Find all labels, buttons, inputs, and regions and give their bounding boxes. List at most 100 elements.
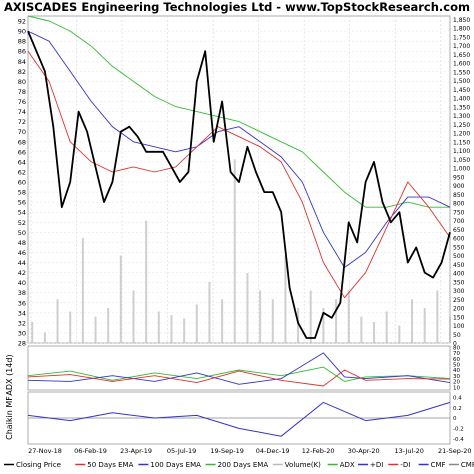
volume-tick-label: 950 [453, 174, 465, 181]
price-tick-label: 36 [18, 299, 26, 307]
volume-bar [335, 299, 338, 343]
price-tick-label: 38 [18, 289, 26, 297]
price-tick-label: 78 [18, 88, 26, 96]
volume-tick-label: 650 [453, 227, 465, 234]
cmf-axis-label: Chaikin MF [5, 396, 14, 440]
volume-tick-label: 1,500 [453, 78, 470, 85]
price-tick-label: 82 [18, 68, 26, 76]
price-tick-label: 62 [18, 168, 26, 176]
cmf-tick-label: 0.4 [453, 395, 462, 401]
price-tick-label: 34 [18, 309, 26, 317]
volume-bar [411, 299, 414, 343]
price-tick-label: 80 [18, 78, 26, 86]
volume-tick-label: 200 [453, 306, 465, 313]
legend-entry: ADX [340, 461, 355, 469]
adx-tick-label: 50 [453, 362, 460, 368]
price-tick-label: 84 [18, 58, 26, 66]
price-tick-label: 44 [18, 259, 26, 267]
volume-bar [398, 325, 401, 343]
price-tick-label: 52 [18, 219, 26, 227]
volume-tick-label: 1,850 [453, 17, 470, 24]
volume-tick-label: 1,300 [453, 113, 470, 120]
volume-bar [170, 315, 173, 343]
adx-line [27, 366, 451, 382]
volume-bar [107, 308, 110, 343]
volume-bar [119, 255, 122, 343]
price-tick-label: 28 [18, 340, 26, 348]
volume-tick-label: 1,400 [453, 96, 470, 103]
volume-bar [271, 299, 274, 343]
closing-price-line [27, 30, 451, 339]
volume-tick-label: 1,150 [453, 139, 470, 146]
volume-tick-label: 800 [453, 201, 465, 208]
volume-bar [309, 290, 312, 343]
price-tick-label: 92 [18, 18, 26, 26]
legend-entry: 100 Days EMA [150, 461, 201, 469]
volume-tick-label: 50 [453, 332, 461, 339]
legend-entry: -DI [400, 461, 410, 469]
price-tick-label: 54 [18, 209, 26, 217]
x-tick-label: 04-Dec-19 [256, 447, 290, 455]
volume-tick-label: 1,600 [453, 61, 470, 68]
volume-tick-label: 850 [453, 192, 465, 199]
volume-tick-label: 350 [453, 279, 465, 286]
adx-axis-label: ADX (14d) [5, 354, 14, 395]
volume-tick-label: 500 [453, 253, 465, 260]
adx-tick-label: 70 [453, 351, 460, 357]
ema-50-line [27, 50, 451, 299]
x-tick-label: 30-Apr-20 [348, 447, 380, 455]
volume-tick-label: 1,050 [453, 157, 470, 164]
volume-bar [183, 318, 186, 343]
adx-tick-label: 20 [453, 380, 460, 386]
x-tick-label: 23-Apr-19 [120, 447, 152, 455]
price-tick-label: 40 [18, 279, 26, 287]
price-tick-label: 76 [18, 98, 26, 106]
volume-tick-label: 1,800 [453, 26, 470, 33]
volume-bar [436, 290, 439, 343]
cmf-tick-label: 0.2 [453, 406, 462, 412]
volume-bar [284, 255, 287, 343]
price-tick-label: 88 [18, 38, 26, 46]
price-tick-label: 48 [18, 239, 26, 247]
cmf-tick-label: -0.4 [453, 437, 464, 443]
volume-tick-label: 450 [453, 262, 465, 269]
price-tick-label: 42 [18, 269, 26, 277]
price-tick-label: 86 [18, 48, 26, 56]
volume-bar [208, 281, 211, 343]
price-tick-label: 68 [18, 138, 26, 146]
price-tick-label: 90 [18, 28, 26, 36]
volume-tick-label: 1,100 [453, 148, 470, 155]
volume-tick-label: 0 [453, 341, 457, 348]
volume-tick-label: 1,350 [453, 104, 470, 111]
volume-tick-label: 1,550 [453, 69, 470, 76]
legend-entry: Volume(K) [285, 461, 321, 469]
price-tick-label: 66 [18, 148, 26, 156]
x-tick-label: 05-Jul-19 [167, 447, 196, 455]
volume-bar [69, 311, 72, 343]
volume-bar [385, 311, 388, 343]
price-panel: 92 90 88 86 84 82 80 78 76 74 72 70 68 66 64 62 60 58 56 54… [18, 15, 470, 444]
cmf-panel: Chaikin MF 0.4 0.2 0 -0.2 -0.4 [5, 391, 464, 445]
adx-tick-label: 40 [453, 368, 460, 374]
volume-bar [56, 299, 59, 343]
price-tick-label: 56 [18, 199, 26, 207]
legend-entry: Closing Price [16, 461, 61, 469]
cmf-tick-label: 0 [453, 416, 457, 422]
volume-bar [322, 308, 325, 343]
volume-tick-label: 300 [453, 288, 465, 295]
x-tick-label: 06-Feb-19 [74, 447, 107, 455]
legend-entry: 200 Days EMA [218, 461, 269, 469]
volume-tick-label: 1,700 [453, 43, 470, 50]
volume-tick-label: 250 [453, 297, 465, 304]
volume-bar [449, 316, 451, 343]
adx-tick-label: 10 [453, 385, 460, 391]
volume-tick-label: 150 [453, 314, 465, 321]
price-tick-label: 64 [18, 158, 26, 166]
volume-bar [360, 316, 363, 343]
volume-bar [157, 311, 160, 343]
volume-tick-label: 750 [453, 209, 465, 216]
volume-tick-label: 1,200 [453, 131, 470, 138]
x-tick-label: 21-Sep-20 [438, 447, 471, 455]
